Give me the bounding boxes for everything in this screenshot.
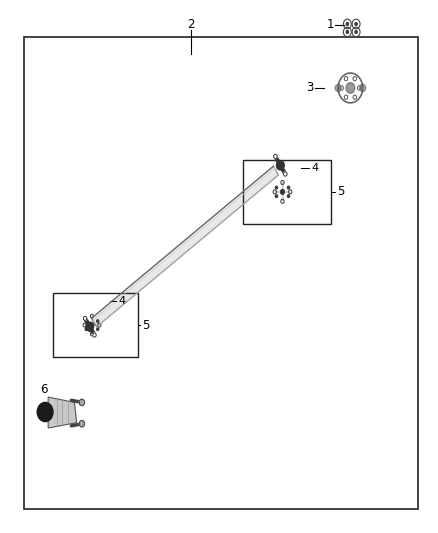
Circle shape: [93, 333, 96, 337]
Circle shape: [83, 317, 87, 320]
Circle shape: [281, 181, 284, 184]
Circle shape: [273, 190, 276, 194]
Circle shape: [37, 402, 53, 422]
Circle shape: [90, 314, 94, 318]
Text: 5: 5: [337, 185, 345, 198]
Text: 2: 2: [187, 18, 194, 31]
Text: 1: 1: [327, 18, 335, 31]
Circle shape: [276, 187, 277, 188]
Text: 4: 4: [118, 296, 125, 306]
Circle shape: [346, 30, 349, 34]
Circle shape: [355, 30, 357, 34]
Circle shape: [360, 84, 366, 92]
Text: 5: 5: [142, 319, 150, 332]
Circle shape: [79, 421, 85, 427]
Circle shape: [335, 84, 341, 92]
Bar: [243, 160, 331, 224]
Circle shape: [288, 196, 289, 197]
Circle shape: [83, 323, 86, 327]
Polygon shape: [92, 166, 279, 327]
Circle shape: [283, 172, 287, 176]
Bar: [53, 293, 138, 357]
Circle shape: [79, 399, 85, 406]
Circle shape: [86, 322, 93, 331]
Circle shape: [355, 22, 357, 26]
Circle shape: [277, 161, 284, 169]
Circle shape: [288, 187, 289, 188]
Text: 6: 6: [40, 383, 48, 395]
Polygon shape: [48, 397, 77, 428]
Text: 4: 4: [311, 163, 318, 173]
Circle shape: [280, 189, 285, 195]
Circle shape: [90, 332, 94, 336]
Circle shape: [281, 199, 284, 203]
Circle shape: [346, 22, 349, 26]
Circle shape: [346, 83, 355, 93]
Bar: [24, 37, 418, 509]
Circle shape: [276, 196, 277, 197]
Text: 3: 3: [306, 82, 313, 94]
Circle shape: [98, 323, 101, 327]
Circle shape: [90, 322, 94, 328]
Circle shape: [289, 190, 292, 194]
Circle shape: [274, 155, 277, 159]
